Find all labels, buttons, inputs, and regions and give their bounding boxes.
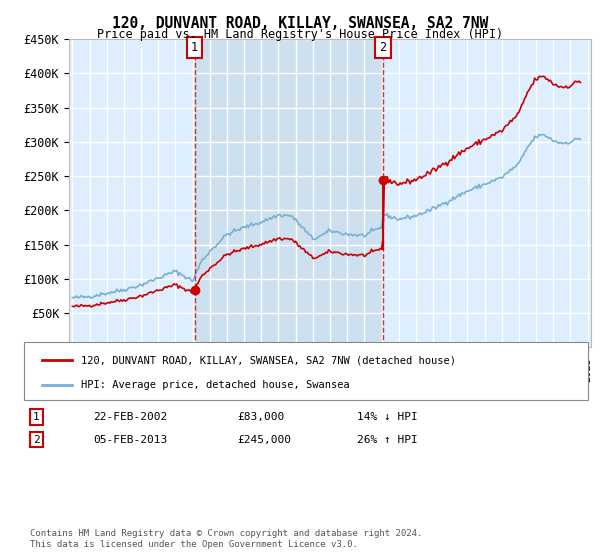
Bar <box>194 39 383 347</box>
Text: 05-FEB-2013: 05-FEB-2013 <box>93 435 167 445</box>
Text: £245,000: £245,000 <box>237 435 291 445</box>
Text: 26% ↑ HPI: 26% ↑ HPI <box>357 435 418 445</box>
Text: 120, DUNVANT ROAD, KILLAY, SWANSEA, SA2 7NW (detached house): 120, DUNVANT ROAD, KILLAY, SWANSEA, SA2 … <box>81 355 456 365</box>
Text: 2: 2 <box>33 435 40 445</box>
Text: £83,000: £83,000 <box>237 412 284 422</box>
Text: Price paid vs. HM Land Registry's House Price Index (HPI): Price paid vs. HM Land Registry's House … <box>97 28 503 41</box>
Text: 1: 1 <box>33 412 40 422</box>
Text: HPI: Average price, detached house, Swansea: HPI: Average price, detached house, Swan… <box>81 380 350 390</box>
Text: 2: 2 <box>379 41 386 54</box>
Text: 1: 1 <box>191 41 198 54</box>
Text: 22-FEB-2002: 22-FEB-2002 <box>93 412 167 422</box>
Text: 14% ↓ HPI: 14% ↓ HPI <box>357 412 418 422</box>
Text: 120, DUNVANT ROAD, KILLAY, SWANSEA, SA2 7NW: 120, DUNVANT ROAD, KILLAY, SWANSEA, SA2 … <box>112 16 488 31</box>
Text: Contains HM Land Registry data © Crown copyright and database right 2024.
This d: Contains HM Land Registry data © Crown c… <box>30 529 422 549</box>
